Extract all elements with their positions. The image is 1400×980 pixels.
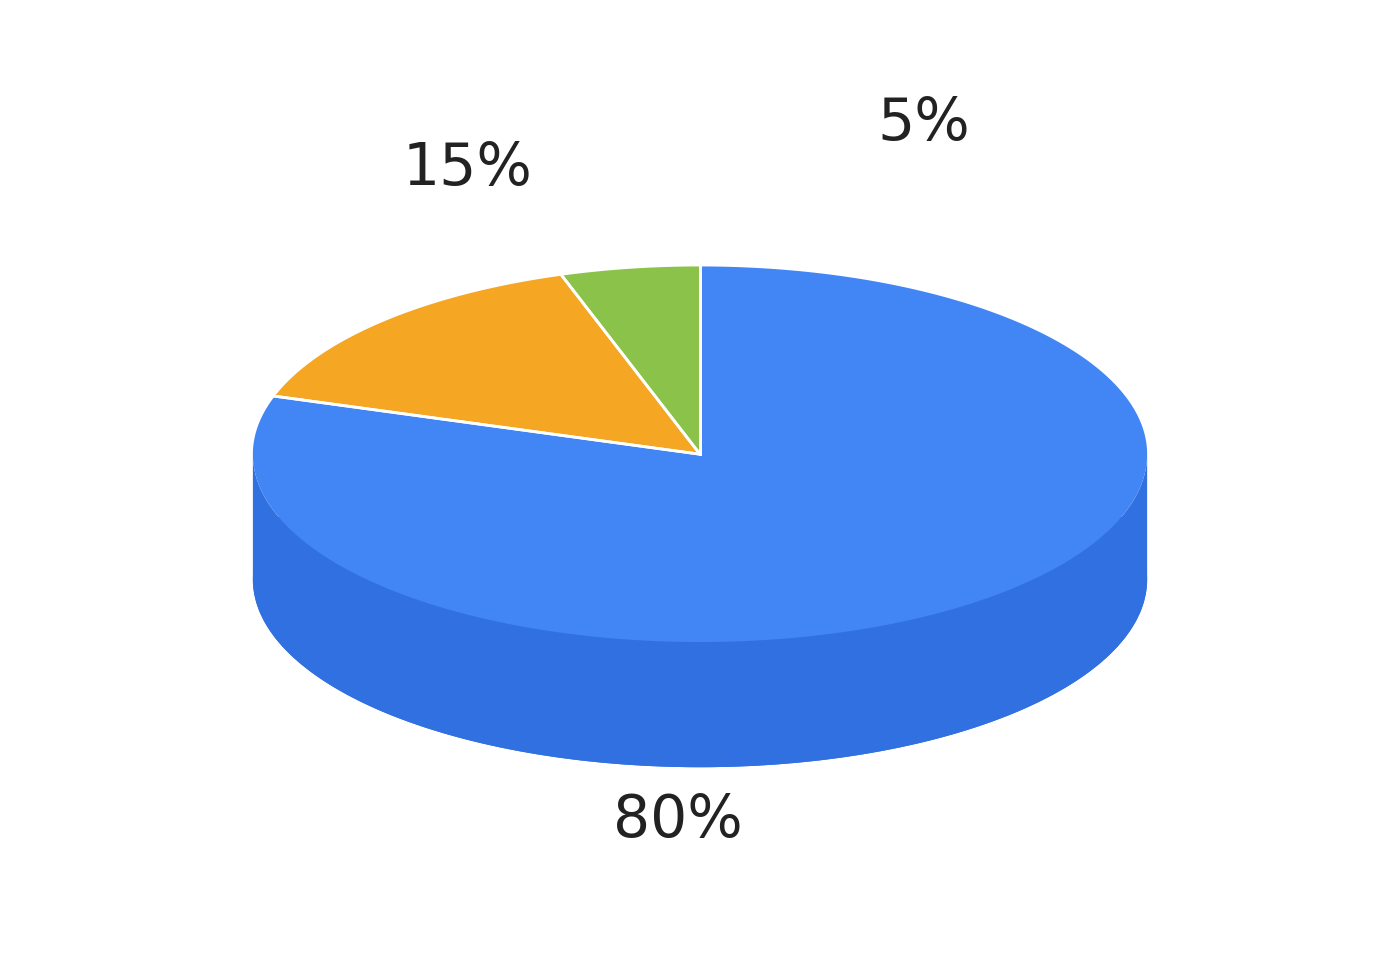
Text: 80%: 80% [613, 793, 742, 850]
Text: 15%: 15% [403, 139, 532, 197]
Polygon shape [253, 267, 1147, 642]
Polygon shape [274, 275, 700, 454]
Text: 5%: 5% [878, 95, 970, 152]
Ellipse shape [253, 392, 1147, 767]
Polygon shape [561, 267, 700, 454]
Polygon shape [253, 455, 1147, 767]
